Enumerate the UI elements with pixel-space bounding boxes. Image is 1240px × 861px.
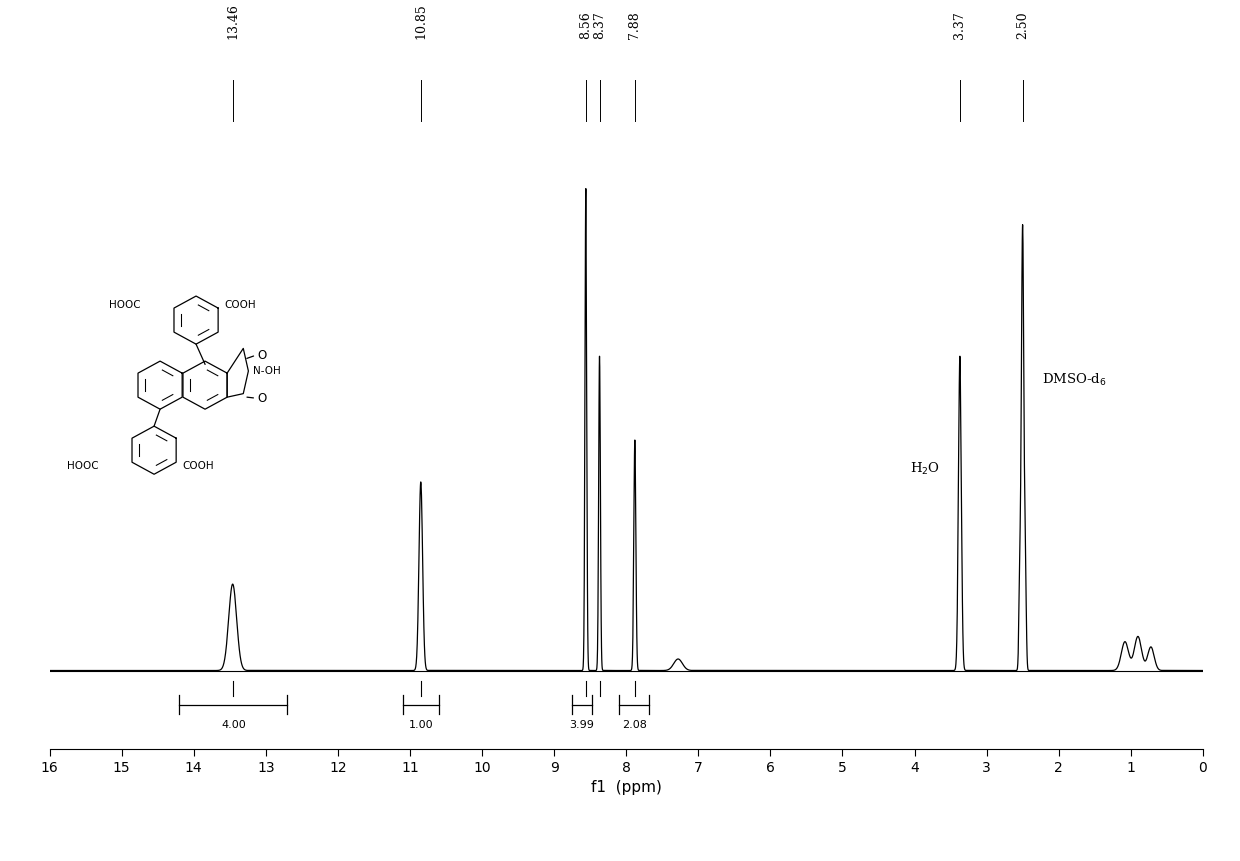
Text: 2.50: 2.50 <box>1016 11 1029 39</box>
Text: 2.08: 2.08 <box>621 721 646 730</box>
Text: 3.37: 3.37 <box>954 11 966 39</box>
Text: 3.99: 3.99 <box>569 721 594 730</box>
Text: 1.00: 1.00 <box>408 721 433 730</box>
Text: 13.46: 13.46 <box>226 3 239 39</box>
Text: 10.85: 10.85 <box>414 3 428 39</box>
Text: H$_2$O: H$_2$O <box>910 461 940 477</box>
Text: DMSO-d$_6$: DMSO-d$_6$ <box>1042 372 1106 387</box>
Text: 8.56: 8.56 <box>579 11 593 39</box>
Text: 7.88: 7.88 <box>629 11 641 39</box>
Text: 4.00: 4.00 <box>221 721 246 730</box>
Text: 8.37: 8.37 <box>593 11 606 39</box>
X-axis label: f1  (ppm): f1 (ppm) <box>590 780 662 796</box>
